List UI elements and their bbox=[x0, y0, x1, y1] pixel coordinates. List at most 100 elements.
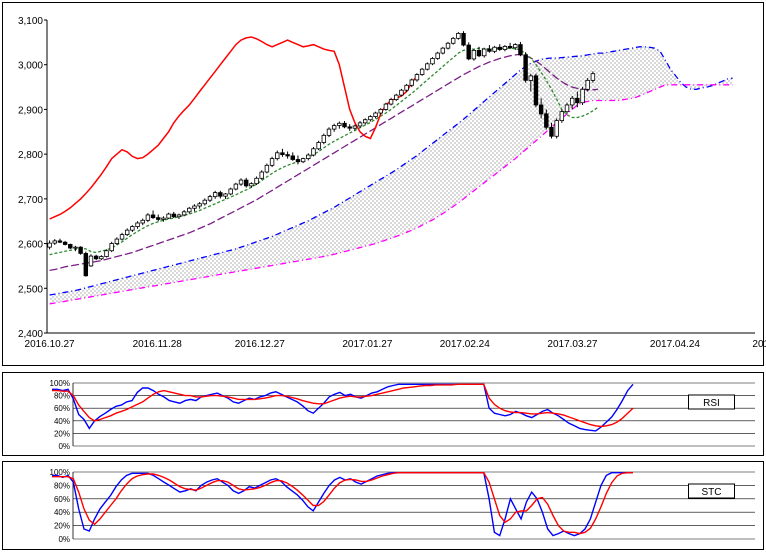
osc-label: STC bbox=[702, 487, 722, 498]
candle bbox=[114, 237, 120, 245]
candle-body bbox=[192, 205, 197, 209]
candle bbox=[331, 123, 337, 132]
candle-body bbox=[73, 246, 78, 249]
candle bbox=[316, 140, 321, 151]
candle-body bbox=[269, 158, 275, 166]
candle-body bbox=[135, 222, 140, 227]
candle bbox=[409, 78, 414, 88]
candle-body bbox=[68, 244, 73, 249]
candle bbox=[68, 243, 73, 249]
candle bbox=[119, 232, 125, 241]
candle-body bbox=[399, 89, 404, 96]
candle bbox=[192, 204, 197, 212]
candle-body bbox=[259, 171, 264, 179]
candle-body bbox=[88, 255, 94, 267]
candle bbox=[533, 73, 539, 108]
candle-body bbox=[57, 240, 63, 243]
candle bbox=[440, 46, 446, 55]
candle-body bbox=[187, 207, 192, 213]
candle bbox=[347, 124, 352, 131]
osc-y-tick-label: 60% bbox=[54, 404, 70, 413]
candle bbox=[161, 216, 166, 222]
osc-label-box bbox=[688, 483, 735, 499]
candle-body bbox=[212, 192, 218, 198]
candle-body bbox=[559, 111, 565, 122]
candle bbox=[207, 194, 213, 202]
main-x-tick-label: 2017.05.22 bbox=[752, 339, 766, 350]
candle-body bbox=[181, 211, 187, 216]
kijun-line bbox=[49, 53, 599, 272]
candle-body bbox=[218, 192, 223, 197]
candle bbox=[249, 182, 254, 188]
candle bbox=[585, 78, 590, 92]
candle-body bbox=[373, 112, 378, 117]
candle bbox=[238, 178, 244, 186]
candle bbox=[507, 42, 513, 50]
candle-body bbox=[497, 46, 502, 50]
candle-body bbox=[300, 158, 306, 163]
main-x-tick-label: 2016.12.27 bbox=[235, 339, 285, 350]
candle-body bbox=[326, 128, 332, 136]
candle bbox=[580, 87, 585, 105]
osc-y-tick-label: 20% bbox=[54, 429, 70, 438]
tenkan-line bbox=[49, 47, 599, 256]
candle bbox=[99, 255, 104, 261]
candle bbox=[275, 150, 280, 161]
candle-body bbox=[476, 50, 482, 57]
candle bbox=[295, 155, 301, 165]
candle bbox=[492, 45, 497, 54]
candle bbox=[575, 91, 580, 108]
candle bbox=[326, 127, 332, 138]
candle-body bbox=[419, 68, 425, 75]
osc-y-tick-label: 60% bbox=[54, 495, 70, 504]
main-y-tick-label: 3,100 bbox=[18, 16, 43, 27]
candle-body bbox=[207, 196, 213, 201]
candle-body bbox=[590, 73, 596, 81]
candle bbox=[445, 41, 451, 50]
candle bbox=[430, 57, 435, 66]
candle-body bbox=[575, 97, 580, 104]
osc-series-red bbox=[52, 472, 633, 535]
candle-body bbox=[109, 243, 114, 252]
candle bbox=[559, 109, 565, 123]
candle-body bbox=[378, 109, 383, 114]
main-x-tick-label: 2017.03.27 bbox=[547, 339, 597, 350]
candle bbox=[254, 176, 259, 185]
candle-body bbox=[233, 183, 239, 190]
candle-body bbox=[337, 122, 342, 126]
main-y-tick-label: 2,500 bbox=[18, 284, 43, 295]
candle bbox=[564, 102, 570, 114]
candle-body bbox=[363, 119, 368, 124]
candle-body bbox=[383, 103, 389, 110]
candle bbox=[47, 240, 52, 250]
candle-body bbox=[414, 74, 420, 81]
osc-y-tick-label: 0% bbox=[58, 442, 70, 451]
candle bbox=[300, 157, 306, 164]
candle bbox=[497, 44, 502, 51]
candle-body bbox=[295, 159, 301, 163]
candle-body bbox=[342, 122, 347, 128]
candle bbox=[73, 245, 78, 252]
candle bbox=[233, 182, 239, 191]
candle-body bbox=[114, 238, 120, 244]
candle-body bbox=[316, 142, 321, 150]
candle bbox=[124, 228, 130, 236]
candle bbox=[394, 93, 399, 101]
candle-body bbox=[580, 88, 585, 104]
candle bbox=[414, 73, 420, 82]
candle-body bbox=[280, 152, 285, 155]
candle bbox=[538, 98, 544, 119]
candle-body bbox=[145, 214, 151, 221]
candle bbox=[321, 133, 327, 145]
candle-body bbox=[264, 164, 270, 173]
candle-body bbox=[47, 242, 52, 248]
candle-body bbox=[352, 125, 358, 129]
candle-body bbox=[124, 229, 130, 236]
senkou-span-a-line bbox=[49, 46, 733, 296]
stc-plot: 100% 80% 60% 40% 20% 0% STC bbox=[50, 468, 755, 544]
candle-body bbox=[544, 113, 549, 128]
candle bbox=[57, 238, 63, 244]
candle bbox=[181, 210, 187, 217]
candle-body bbox=[502, 45, 508, 50]
candle-body bbox=[52, 240, 57, 244]
